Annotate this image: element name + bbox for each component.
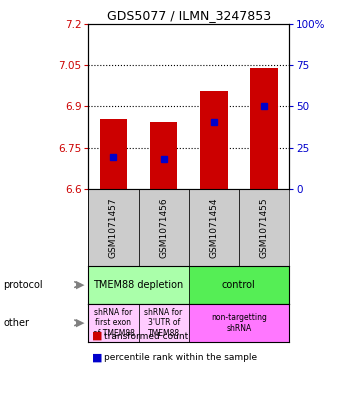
Text: ▶: ▶ [75, 318, 84, 328]
Bar [88, 266, 189, 304]
Bar [200, 91, 227, 189]
Bar [250, 68, 278, 189]
Text: protocol: protocol [3, 279, 43, 290]
Bar [239, 189, 289, 266]
Bar [189, 304, 289, 342]
Text: TMEM88 depletion: TMEM88 depletion [94, 279, 184, 290]
Text: other: other [3, 318, 29, 328]
Bar [139, 304, 189, 342]
Bar [189, 189, 239, 266]
Text: ▶: ▶ [75, 279, 84, 290]
Text: shRNA for
3'UTR of
TMEM88: shRNA for 3'UTR of TMEM88 [144, 308, 183, 338]
Bar [189, 266, 289, 304]
Text: ■: ■ [92, 353, 102, 363]
Bar [150, 121, 177, 189]
Text: transformed count: transformed count [104, 332, 188, 340]
Text: percentile rank within the sample: percentile rank within the sample [104, 353, 257, 362]
Bar [139, 189, 189, 266]
Bar [88, 304, 139, 342]
Text: GSM1071457: GSM1071457 [109, 197, 118, 258]
Text: GSM1071454: GSM1071454 [209, 197, 218, 257]
Text: non-targetting
shRNA: non-targetting shRNA [211, 313, 267, 332]
Bar [100, 119, 127, 189]
Text: control: control [222, 279, 256, 290]
Title: GDS5077 / ILMN_3247853: GDS5077 / ILMN_3247853 [107, 9, 271, 22]
Text: ■: ■ [92, 331, 102, 341]
Bar [88, 189, 139, 266]
Text: GSM1071456: GSM1071456 [159, 197, 168, 258]
Text: shRNA for
first exon
of TMEM88: shRNA for first exon of TMEM88 [92, 308, 134, 338]
Text: GSM1071455: GSM1071455 [259, 197, 268, 258]
